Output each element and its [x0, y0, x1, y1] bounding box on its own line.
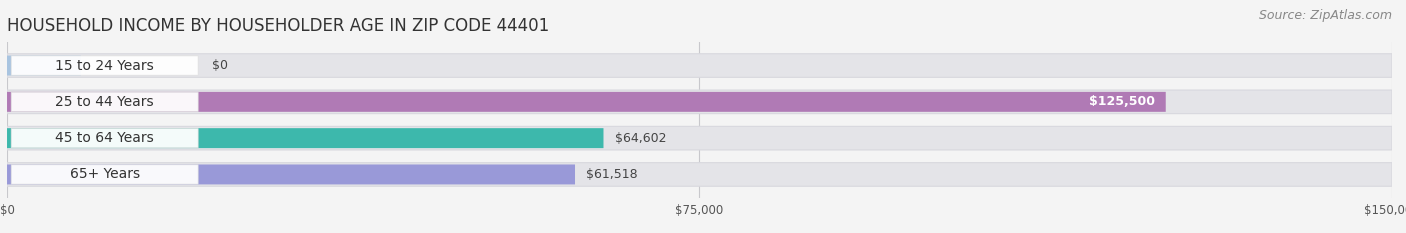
- Text: HOUSEHOLD INCOME BY HOUSEHOLDER AGE IN ZIP CODE 44401: HOUSEHOLD INCOME BY HOUSEHOLDER AGE IN Z…: [7, 17, 550, 35]
- Text: Source: ZipAtlas.com: Source: ZipAtlas.com: [1258, 9, 1392, 22]
- Text: 45 to 64 Years: 45 to 64 Years: [55, 131, 155, 145]
- FancyBboxPatch shape: [7, 126, 1392, 150]
- Text: 25 to 44 Years: 25 to 44 Years: [55, 95, 155, 109]
- FancyBboxPatch shape: [11, 56, 198, 75]
- FancyBboxPatch shape: [11, 92, 198, 112]
- FancyBboxPatch shape: [7, 90, 1392, 114]
- FancyBboxPatch shape: [7, 163, 1392, 186]
- Text: $0: $0: [212, 59, 228, 72]
- FancyBboxPatch shape: [7, 164, 575, 185]
- FancyBboxPatch shape: [7, 54, 1392, 77]
- Text: $125,500: $125,500: [1088, 95, 1154, 108]
- Text: 65+ Years: 65+ Years: [70, 168, 139, 182]
- Text: $64,602: $64,602: [614, 132, 666, 145]
- Text: $61,518: $61,518: [586, 168, 638, 181]
- FancyBboxPatch shape: [11, 165, 198, 184]
- FancyBboxPatch shape: [7, 128, 603, 148]
- FancyBboxPatch shape: [7, 55, 82, 75]
- FancyBboxPatch shape: [7, 92, 1166, 112]
- FancyBboxPatch shape: [11, 128, 198, 148]
- Text: 15 to 24 Years: 15 to 24 Years: [55, 58, 155, 72]
